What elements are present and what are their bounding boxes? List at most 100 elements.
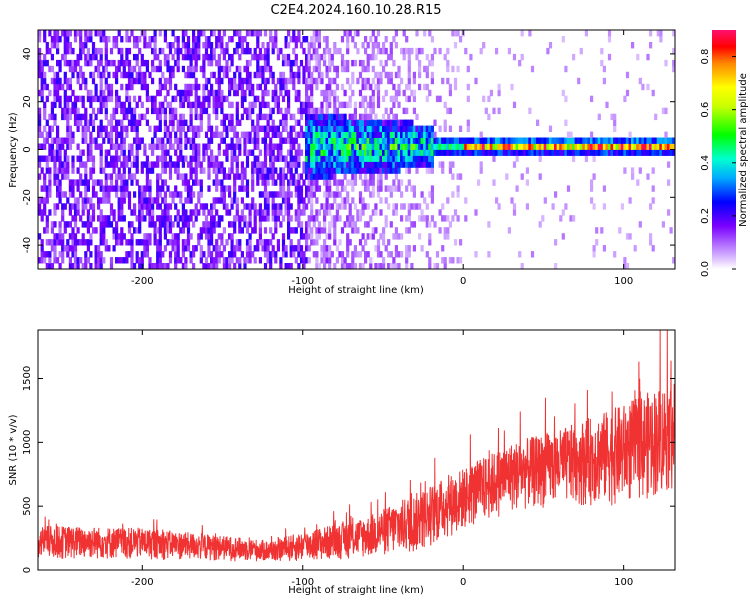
spectrogram-cell [117,47,121,55]
spectrogram-cell [176,251,180,258]
spectrogram-cell [515,185,519,192]
spectrogram-cell [389,47,393,55]
spectrogram-cell [199,233,203,240]
spectrogram-cell [84,167,88,174]
spectrogram-cell [235,42,239,49]
spectrogram-cell [287,101,291,109]
spectrogram-cell [607,143,612,150]
spectrogram-cell [184,42,188,49]
spectrogram-cell [130,119,134,126]
spectrogram-cell [171,119,175,126]
spectrogram-cell [294,245,298,252]
spectrogram-cell [56,77,60,85]
spectrogram-cell [482,42,486,49]
spectrogram-cell [251,119,255,126]
spectrogram-cell [541,215,545,222]
spectrogram-cell [212,30,216,37]
spectrogram-cell [248,137,252,144]
spectrogram-cell [176,233,180,240]
spectrogram-cell [590,143,594,150]
spectrogram-cell [382,47,386,55]
spectrogram-cell [307,227,311,234]
spectrogram-cell [56,42,60,49]
spectrogram-cell [330,77,334,85]
spectrogram-cell [528,107,532,115]
spectrogram-cell [346,47,350,55]
spectrogram-cell [453,149,458,156]
spectrogram-cell [292,161,296,168]
spectrogram-cell [446,215,450,222]
spectrogram-cell [125,95,129,103]
spectrogram-cell [50,143,54,150]
spectrogram-cell [607,36,612,43]
spectrogram-cell [156,173,160,180]
spectrogram-cell [412,89,416,97]
spectrogram-cell [215,42,219,49]
spectrogram-cell [189,125,193,132]
spectrogram-cell [163,119,167,126]
spectrogram-cell [248,203,252,210]
spectrogram-cell [628,197,632,204]
spectrogram-cell [207,239,211,246]
spectrogram-cell [525,137,529,144]
spectrogram-cell [245,221,250,228]
spectrogram-cell [435,251,440,258]
spectrogram-cell [115,173,119,180]
spectrogram-cell [269,227,273,234]
spectrogram-cell [235,143,239,150]
spectrogram-cell [66,30,70,37]
spectrogram-cell [351,173,355,180]
spectrogram-cell [222,65,226,73]
spectrogram-cell [217,245,221,252]
spectrogram-cell [212,203,216,210]
spectrogram-cell [86,143,90,150]
spectrogram-cell [79,47,83,55]
spectrogram-cell [374,36,378,43]
spectrogram-cell [58,191,62,198]
spectrogram-cell [592,245,596,252]
spectrogram-cell [45,251,49,258]
spectrogram-cell [256,245,260,252]
spectrogram-cell [225,239,229,246]
spectrogram-cell [361,42,365,49]
spectrogram-cell [667,143,671,150]
spectrogram-cell [335,71,339,79]
spectrogram-cell [168,137,173,144]
spectrogram-cell [312,125,316,132]
spectrogram-cell [220,251,224,258]
spectrogram-cell [289,113,293,121]
spectrogram-cell [115,36,119,43]
spectrogram-cell [143,239,147,246]
snr-x-axis-label: Height of straight line (km) [288,585,424,596]
spectrogram-cell [415,30,419,37]
spectrogram-cell [433,47,437,55]
spectrogram-cell [133,209,137,216]
spectrogram-cell [248,233,252,240]
spectrogram-cell [204,53,209,61]
spectrogram-cell [672,65,675,73]
spectrogram-cell [228,53,232,61]
spectrogram-cell [56,89,60,97]
spectrogram-cell [328,101,332,109]
spectrogram-cell [651,167,655,174]
spectrogram-cell [307,167,311,174]
spectrogram-cell [120,131,124,138]
spectrogram-cell [130,257,134,264]
spectrogram-cell [287,161,291,168]
spectrogram-cell [225,185,229,192]
spectrogram-cell [261,42,265,49]
spectrogram-cell [376,83,381,91]
spectrogram-cell [459,173,463,180]
spectrogram-cell [271,215,275,222]
spectrogram-cell [91,107,96,115]
spectrogram-cell [566,143,571,150]
spectrogram-cell [610,143,614,150]
spectrogram-cell [369,233,373,240]
spectrogram-cell [484,137,488,144]
spectrogram-cell [405,95,409,103]
spectrogram-cell [371,95,375,103]
spectrogram-cell [45,137,49,144]
spectrogram-cell [240,215,244,222]
spectrogram-cell [168,47,173,55]
spectrogram-cell [76,155,80,162]
